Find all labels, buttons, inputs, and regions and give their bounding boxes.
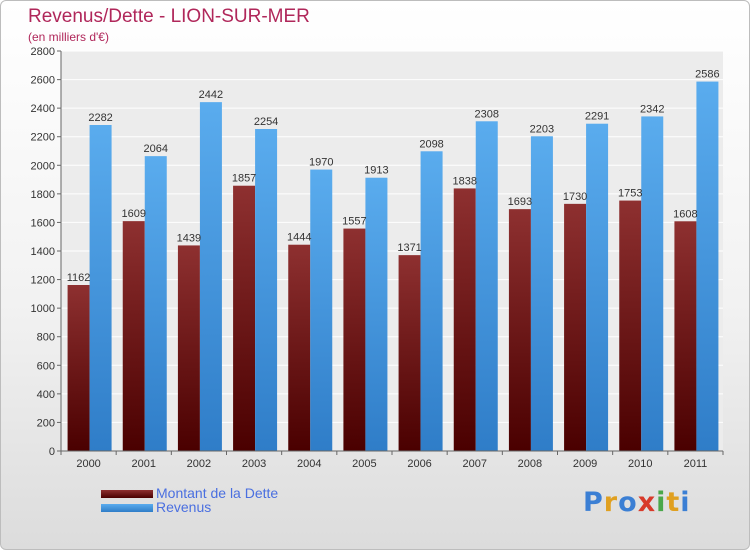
x-tick-label: 2003 <box>242 458 266 470</box>
x-tick-label: 2010 <box>628 458 652 470</box>
bar-debt <box>398 255 421 451</box>
logo-letter: P <box>583 487 604 518</box>
bar-debt <box>122 221 145 451</box>
logo-letter: t <box>666 487 681 518</box>
legend-label-debt: Montant de la Dette <box>156 485 279 501</box>
data-label: 1857 <box>232 173 256 185</box>
bar-debt <box>508 209 531 451</box>
logo-letter: r <box>603 487 619 518</box>
bar-revenus <box>530 136 553 452</box>
chart-subtitle: (en milliers d'€) <box>28 30 109 44</box>
y-tick-label: 600 <box>37 360 55 372</box>
data-label: 1439 <box>177 232 201 244</box>
y-tick-label: 2200 <box>31 132 55 144</box>
bar-debt <box>233 185 256 451</box>
bar-debt <box>674 221 697 451</box>
bar-debt <box>177 245 200 451</box>
bar-revenus <box>199 102 222 452</box>
data-label: 1970 <box>309 157 333 169</box>
bar-revenus <box>89 125 112 451</box>
data-label: 2586 <box>695 69 719 81</box>
y-tick-label: 200 <box>37 417 55 429</box>
x-tick-label: 2002 <box>187 458 211 470</box>
y-tick-label: 400 <box>37 389 55 401</box>
data-label: 1162 <box>67 272 91 284</box>
data-label: 1753 <box>618 188 642 200</box>
bar-revenus <box>144 156 167 451</box>
logo-letter: i <box>656 487 667 518</box>
y-tick-label: 1600 <box>31 217 55 229</box>
data-label: 2308 <box>475 108 499 120</box>
bar-revenus <box>420 151 443 452</box>
y-tick-label: 1200 <box>31 275 55 287</box>
bar-revenus <box>586 123 609 451</box>
y-tick-label: 2000 <box>31 160 55 172</box>
logo-letter: x <box>637 487 657 518</box>
data-label: 2342 <box>640 103 664 115</box>
data-label: 2282 <box>88 112 112 124</box>
y-tick-label: 1400 <box>31 246 55 258</box>
x-tick-label: 2007 <box>463 458 487 470</box>
bar-debt <box>619 200 642 451</box>
bar-debt <box>343 228 366 451</box>
y-tick-label: 2400 <box>31 103 55 115</box>
x-tick-label: 2009 <box>573 458 597 470</box>
bar-debt <box>564 203 587 451</box>
data-label: 2291 <box>585 111 609 123</box>
bar-debt <box>67 285 90 451</box>
x-tick-label: 2008 <box>518 458 542 470</box>
data-label: 1730 <box>563 191 587 203</box>
y-tick-label: 800 <box>37 332 55 344</box>
data-label: 2442 <box>199 89 223 101</box>
bar-revenus <box>475 121 498 452</box>
data-label: 1913 <box>364 165 388 177</box>
x-tick-label: 2011 <box>684 458 708 470</box>
legend-swatch-revenus <box>101 504 153 512</box>
data-label: 1609 <box>122 208 146 220</box>
bar-revenus <box>696 81 719 452</box>
legend-label-revenus: Revenus <box>156 499 212 515</box>
data-label: 1444 <box>287 232 311 244</box>
data-label: 2254 <box>254 116 278 128</box>
y-tick-label: 1800 <box>31 189 55 201</box>
data-label: 1371 <box>397 242 421 254</box>
bar-revenus <box>255 129 278 451</box>
bar-revenus <box>310 169 333 452</box>
data-label: 2203 <box>530 123 554 135</box>
data-label: 2098 <box>419 138 443 150</box>
logo-letter: o <box>618 487 638 518</box>
legend-swatch-debt <box>101 490 153 498</box>
x-tick-label: 2006 <box>407 458 431 470</box>
y-tick-label: 2600 <box>31 75 55 87</box>
y-tick-label: 0 <box>49 446 55 458</box>
bar-revenus <box>365 177 388 451</box>
x-tick-label: 2000 <box>76 458 100 470</box>
x-tick-label: 2005 <box>352 458 376 470</box>
chart-title: Revenus/Dette - LION-SUR-MER <box>28 6 310 27</box>
x-tick-label: 2001 <box>132 458 156 470</box>
data-label: 1838 <box>453 175 477 187</box>
y-tick-label: 2800 <box>31 46 55 58</box>
data-label: 1608 <box>673 208 697 220</box>
bar-revenus <box>641 116 664 451</box>
bar-debt <box>288 244 311 451</box>
y-tick-label: 1000 <box>31 303 55 315</box>
logo-letter: i <box>680 487 691 518</box>
proxiti-logo: Proxiti <box>583 487 691 518</box>
data-label: 2064 <box>144 143 168 155</box>
x-tick-label: 2004 <box>297 458 321 470</box>
data-label: 1693 <box>508 196 532 208</box>
bar-debt <box>453 188 476 451</box>
data-label: 1557 <box>342 216 366 228</box>
